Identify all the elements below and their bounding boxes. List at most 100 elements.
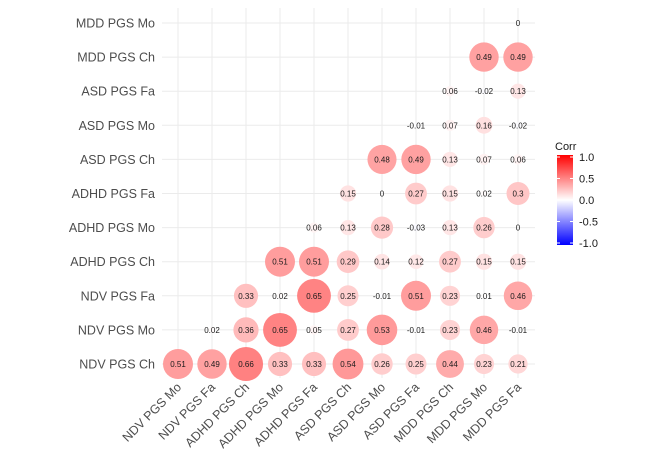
corr-value-label: 0.65 xyxy=(272,326,288,335)
corr-circle xyxy=(444,119,456,131)
corr-value-label: 0.16 xyxy=(476,121,492,130)
corr-circle xyxy=(441,185,459,202)
corr-value-label: -0.03 xyxy=(407,224,426,233)
corr-circle xyxy=(379,293,385,298)
corr-value-label: -0.02 xyxy=(509,121,528,130)
corr-value-label: 0.33 xyxy=(238,292,254,301)
corr-circle xyxy=(481,88,487,95)
corr-value-label: 0.06 xyxy=(306,224,322,233)
legend-tick-label: -1.0 xyxy=(579,238,598,250)
corr-value-label: 0.49 xyxy=(476,53,492,62)
y-tick-label: NDV PGS Ch xyxy=(79,358,155,372)
corr-circle xyxy=(233,283,259,308)
corr-value-label: 0.33 xyxy=(306,360,322,369)
corr-circle xyxy=(469,315,499,345)
corr-value-label: 0.21 xyxy=(510,360,526,369)
corr-circle xyxy=(277,292,283,299)
corr-value-label: 0.02 xyxy=(204,326,220,335)
corr-value-label: 0.51 xyxy=(408,292,424,301)
corr-value-label: 0.27 xyxy=(340,326,356,335)
corr-value-label: 0.07 xyxy=(442,121,458,130)
corr-circle xyxy=(512,154,524,165)
corr-value-label: 0.23 xyxy=(476,360,492,369)
corr-value-label: 0.14 xyxy=(374,258,390,267)
corr-value-label: 0.01 xyxy=(476,292,492,301)
corr-value-label: 0.53 xyxy=(374,326,390,335)
y-tick-label: ADHD PGS Ch xyxy=(70,255,155,269)
corr-value-label: 0.15 xyxy=(442,190,458,199)
corr-value-label: 0.25 xyxy=(408,360,424,369)
corr-value-label: 0.23 xyxy=(442,326,458,335)
corr-circle xyxy=(439,285,461,306)
corr-value-label: 0.25 xyxy=(340,292,356,301)
corr-circle xyxy=(503,42,533,72)
corr-value-label: -0.02 xyxy=(475,87,494,96)
corr-value-label: 0.27 xyxy=(408,190,424,199)
corr-value-label: 0.46 xyxy=(476,326,492,335)
corr-circle xyxy=(299,246,329,277)
y-tick-label: ASD PGS Mo xyxy=(79,119,155,133)
corr-circle xyxy=(332,348,364,380)
corr-value-label: 0.26 xyxy=(476,224,492,233)
corr-circle xyxy=(515,122,521,129)
corr-value-label: 0.51 xyxy=(170,360,186,369)
corr-value-label: 0 xyxy=(516,224,521,233)
corr-value-label: 0.51 xyxy=(306,258,322,267)
corr-value-label: 0.02 xyxy=(476,190,492,199)
corr-value-label: 0.65 xyxy=(306,292,322,301)
corr-circle xyxy=(475,253,493,270)
corr-value-label: 0.26 xyxy=(374,360,390,369)
y-tick-label: ADHD PGS Fa xyxy=(72,187,155,201)
corr-circle xyxy=(478,153,490,165)
corr-value-label: 0.07 xyxy=(476,155,492,164)
legend-tick-label: 1.0 xyxy=(579,152,594,164)
corr-circle xyxy=(473,353,495,375)
corr-circle xyxy=(442,151,458,167)
corr-circle xyxy=(506,181,530,206)
y-tick-label: ASD PGS Fa xyxy=(81,85,155,99)
corr-circle xyxy=(370,216,394,239)
corr-circle xyxy=(510,83,526,99)
corr-value-label: -0.01 xyxy=(407,326,426,335)
corr-circle xyxy=(473,216,495,239)
legend-tick-label: 0.0 xyxy=(579,195,594,207)
corr-circle xyxy=(228,346,264,382)
corr-circle xyxy=(515,327,521,332)
corr-circle xyxy=(339,185,357,202)
corr-circle xyxy=(469,42,499,72)
y-tick-label: MDD PGS Ch xyxy=(77,51,155,65)
corr-value-label: 0.49 xyxy=(510,53,526,62)
corr-value-label: 0.15 xyxy=(340,190,356,199)
corr-circle xyxy=(481,293,487,298)
corr-value-label: 0.3 xyxy=(512,190,524,199)
corr-circle xyxy=(401,144,431,175)
corr-circle xyxy=(163,349,193,379)
corr-value-label: 0.46 xyxy=(510,292,526,301)
corr-circle xyxy=(233,317,259,343)
corr-circle xyxy=(475,116,493,134)
corr-circle xyxy=(444,86,456,97)
corr-circle xyxy=(340,220,356,236)
corr-circle xyxy=(439,250,461,273)
corr-value-label: 0.66 xyxy=(238,360,254,369)
corr-value-label: -0.01 xyxy=(373,292,392,301)
corr-value-label: 0.23 xyxy=(442,292,458,301)
corr-circle xyxy=(366,314,398,346)
corr-value-label: 0.44 xyxy=(442,360,458,369)
legend-colorbar xyxy=(557,155,573,245)
corr-circle xyxy=(367,144,397,174)
corr-value-label: 0.49 xyxy=(408,155,424,164)
corr-circle xyxy=(336,250,360,274)
corr-circle xyxy=(309,325,319,335)
corr-value-label: 0.51 xyxy=(272,258,288,267)
corr-circle xyxy=(297,278,331,313)
corr-circle xyxy=(371,353,393,375)
y-tick-label: NDV PGS Mo xyxy=(78,323,155,337)
corr-circle xyxy=(508,354,528,374)
corr-circle xyxy=(301,351,327,377)
corr-value-label: 0.54 xyxy=(340,360,356,369)
legend: Corr 1.0 0.5 0.0 -0.5 -1.0 xyxy=(555,141,598,250)
corr-value-label: -0.01 xyxy=(509,326,528,335)
corr-circle xyxy=(308,222,320,233)
